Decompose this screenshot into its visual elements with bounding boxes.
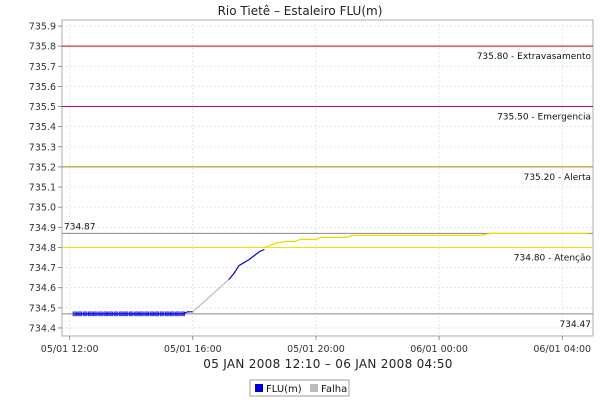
y-tick-label: 735.2 xyxy=(29,162,56,173)
x-tick-label: 05/01 16:00 xyxy=(164,344,222,355)
legend: FLU(m) Falha xyxy=(249,379,350,397)
reference-label: 734.47 xyxy=(560,320,592,330)
y-axis: 734.4 734.5 734.6 734.7 734.8 734.9 735.0 735.1… xyxy=(29,22,62,334)
plot-area xyxy=(61,19,594,337)
time-range-subtitle: 05 JAN 2008 12:10 – 06 JAN 2008 04:50 xyxy=(203,357,452,371)
legend-swatch xyxy=(310,384,318,392)
data-point xyxy=(77,311,83,317)
y-tick-label: 734.4 xyxy=(29,323,56,334)
data-point xyxy=(154,311,160,317)
series-line xyxy=(182,311,193,315)
y-tick-label: 735.3 xyxy=(29,142,56,153)
y-tick-label: 735.6 xyxy=(29,82,56,93)
data-point xyxy=(169,311,175,317)
x-tick-label: 05/01 12:00 xyxy=(41,344,99,355)
y-tick-label: 735.4 xyxy=(29,122,56,133)
data-point xyxy=(82,311,88,317)
series-line xyxy=(264,232,588,248)
data-point xyxy=(108,311,113,317)
data-point xyxy=(88,311,93,317)
data-point xyxy=(103,311,108,317)
series-line xyxy=(192,279,230,313)
data-point xyxy=(118,311,124,317)
legend-box xyxy=(249,379,350,397)
legend-label: FLU(m) xyxy=(266,384,302,395)
threshold-label: 735.80 - Extravasamento xyxy=(477,52,592,62)
data-point xyxy=(144,311,149,317)
data-point xyxy=(149,311,155,317)
legend-swatch xyxy=(255,384,263,392)
data-point xyxy=(139,311,144,317)
y-tick-label: 734.6 xyxy=(29,283,56,294)
data-point xyxy=(72,311,78,317)
x-tick-label: 05/01 20:00 xyxy=(287,344,345,355)
y-tick-label: 735.5 xyxy=(29,102,56,113)
data-point xyxy=(159,311,165,317)
series-line xyxy=(228,248,265,280)
threshold-label: 734.80 - Atenção xyxy=(514,253,592,263)
data-point xyxy=(92,311,98,317)
series-group xyxy=(72,232,588,317)
y-tick-label: 735.7 xyxy=(29,62,56,73)
chart-title: Rio Tietê – Estaleiro FLU(m) xyxy=(218,4,383,18)
y-tick-label: 734.8 xyxy=(29,243,56,254)
x-tick-label: 06/01 04:00 xyxy=(533,344,591,355)
y-tick-label: 734.9 xyxy=(29,223,56,234)
data-point xyxy=(134,311,139,317)
x-tick-label: 06/01 00:00 xyxy=(410,344,468,355)
data-point xyxy=(165,311,170,317)
data-point xyxy=(98,311,103,317)
data-point xyxy=(175,311,180,317)
data-point xyxy=(123,311,129,317)
y-tick-label: 735.0 xyxy=(29,203,56,214)
threshold-label: 735.50 - Emergencia xyxy=(497,113,591,123)
data-point xyxy=(113,311,119,317)
y-tick-label: 735.1 xyxy=(29,183,56,194)
threshold-label: 735.20 - Alerta xyxy=(524,173,591,183)
data-point xyxy=(129,311,134,317)
data-point xyxy=(180,311,185,317)
y-tick-label: 734.5 xyxy=(29,303,56,314)
x-axis: 05/01 12:00 05/01 16:00 05/01 20:00 06/01 0… xyxy=(41,336,591,355)
reference-label: 734.87 xyxy=(64,222,96,232)
y-tick-label: 734.7 xyxy=(29,263,56,274)
y-tick-label: 735.8 xyxy=(29,42,56,53)
y-tick-label: 735.9 xyxy=(29,22,56,33)
legend-label: Falha xyxy=(321,384,347,395)
